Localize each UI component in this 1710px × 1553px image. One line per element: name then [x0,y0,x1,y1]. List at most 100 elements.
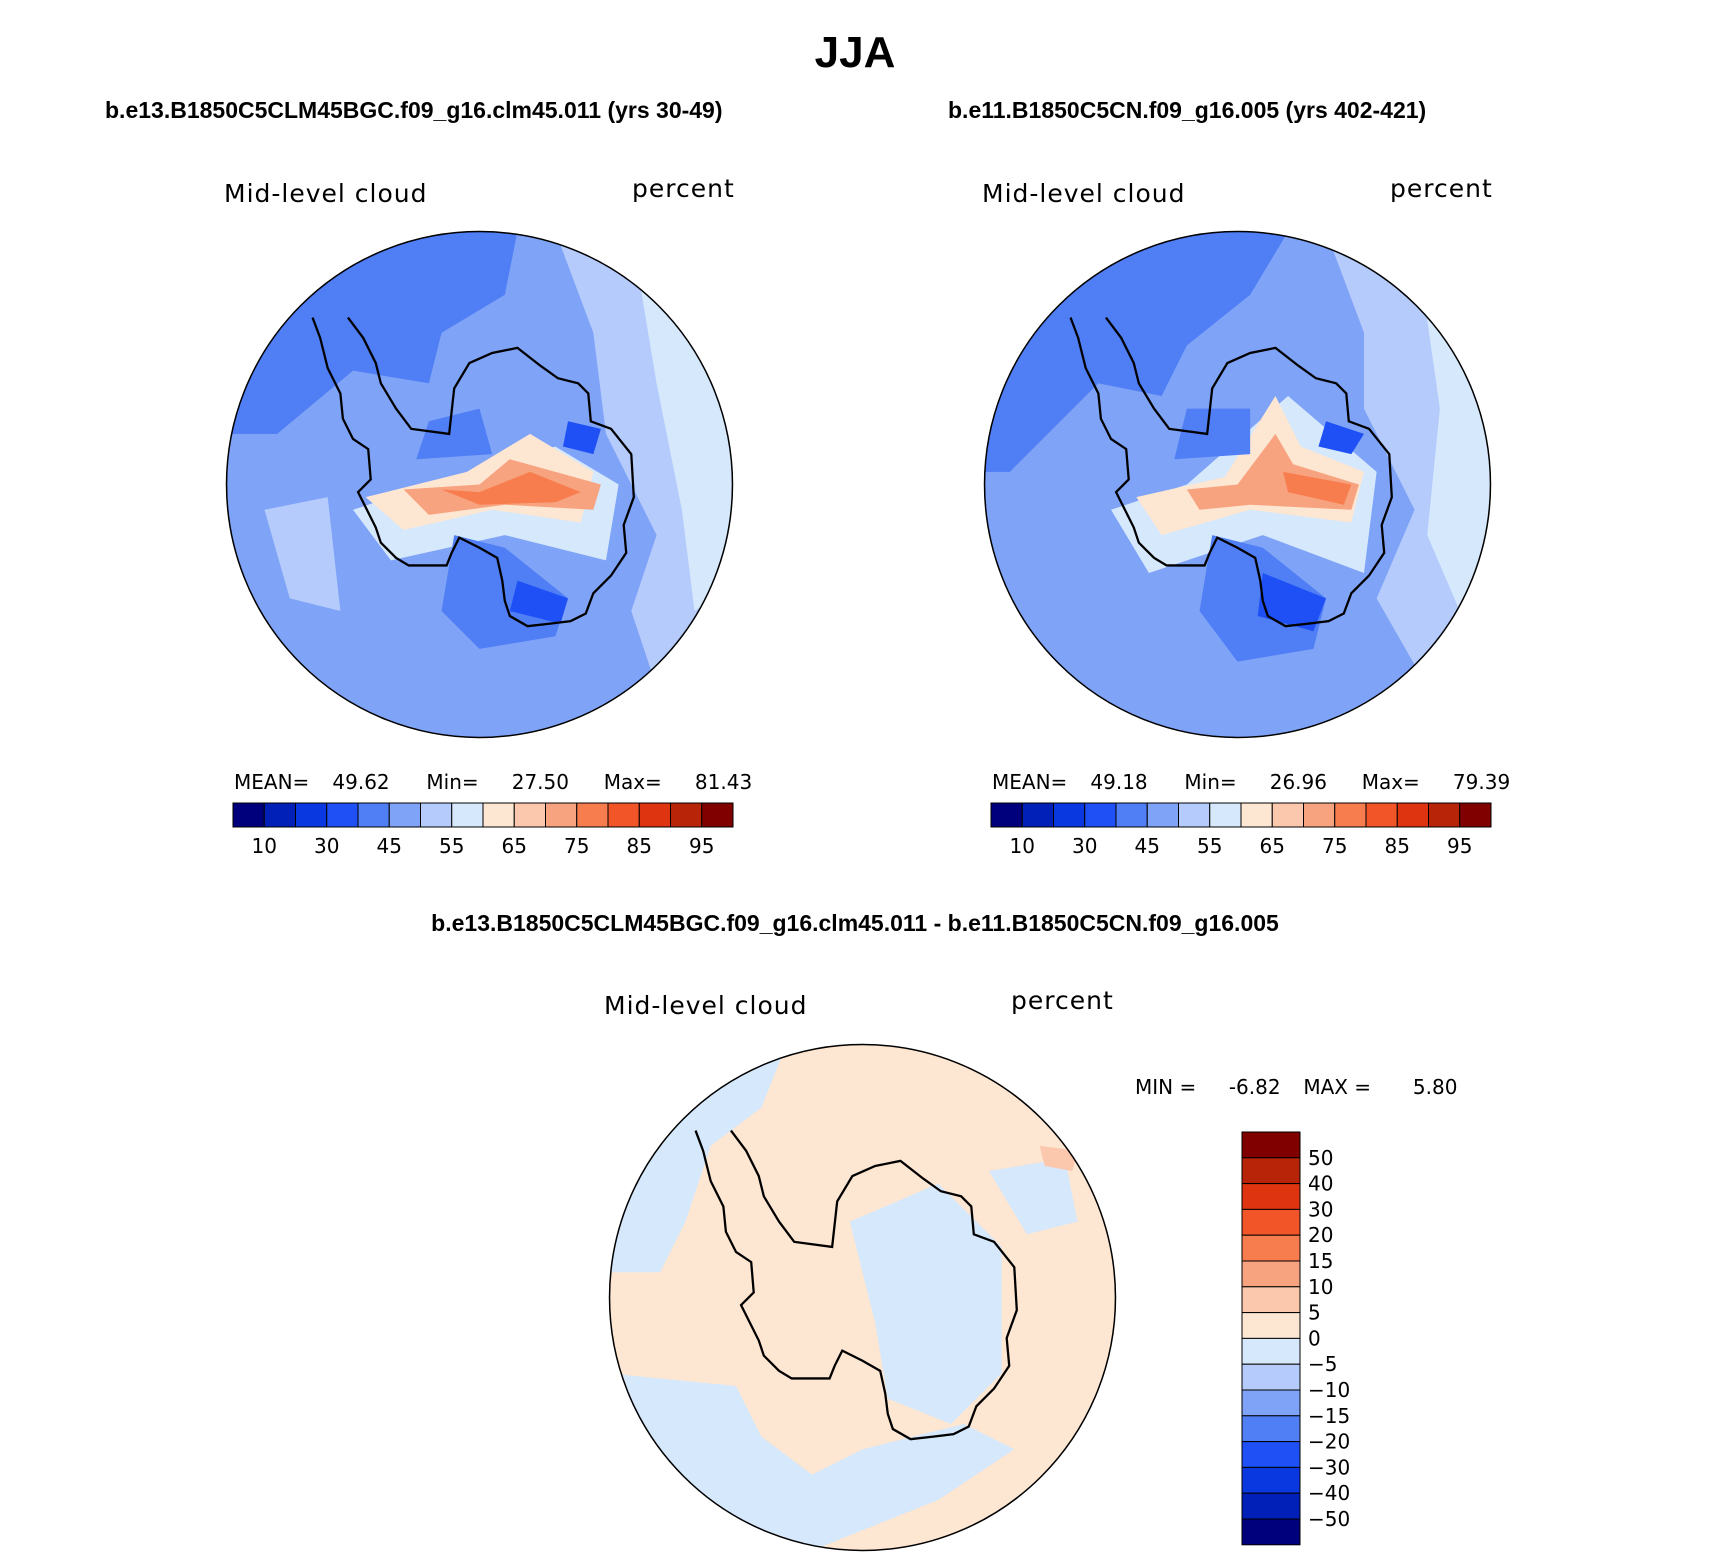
colorbar-tick-label: 45 [1135,834,1160,858]
colorbar-tick-label: −50 [1308,1507,1350,1531]
panel-1-map [224,229,735,740]
min-value: -6.82 [1228,1075,1281,1099]
colorbar-tick-label: −30 [1308,1455,1350,1479]
colorbar-swatch [1241,1131,1301,1159]
cloud-region [441,471,581,505]
min-label: Min= [426,770,479,794]
panel-2-colorbar: 10 30 45 55 65 75 85 95 [990,802,1492,858]
panel-2-title: b.e11.B1850C5CN.f09_g16.005 (yrs 402-421… [948,97,1427,123]
colorbar-swatch [1241,1312,1301,1339]
colorbar-tick-label: 30 [314,834,339,858]
cloud-region [562,421,601,455]
colorbar-tick-label: 5 [1308,1301,1321,1325]
colorbar-swatch [263,802,296,828]
colorbar-swatch [670,802,703,828]
colorbar-swatch [357,802,390,828]
colorbar-tick-label: 95 [689,834,714,858]
colorbar-tick-label: 75 [564,834,589,858]
colorbar-tick-label: 30 [1072,834,1097,858]
panel-1-variable-label: Mid-level cloud [224,179,428,208]
colorbar-tick-label: 10 [252,834,277,858]
colorbar-tick-label: 75 [1322,834,1347,858]
colorbar-swatch [545,802,578,828]
colorbar-tick-label: 85 [1385,834,1410,858]
colorbar-swatch [701,802,734,828]
colorbar-tick-label: 50 [1308,1146,1333,1170]
cloud-region [988,1158,1078,1235]
colorbar-swatch [388,802,421,828]
colorbar-tick-label: 0 [1308,1326,1321,1350]
colorbar-swatch [1053,802,1086,828]
colorbar-tick-label: 95 [1447,834,1472,858]
colorbar-tick-label: 65 [1260,834,1285,858]
panel-1-title: b.e13.B1850C5CLM45BGC.f09_g16.clm45.011 … [105,97,723,123]
colorbar-tick-label: 10 [1308,1275,1333,1299]
panel-2-map [982,229,1493,740]
colorbar-swatch [1334,802,1367,828]
colorbar-swatch [1146,802,1179,828]
colorbar-tick-label: −5 [1308,1352,1337,1376]
colorbar-swatch [1241,1415,1301,1443]
cloud-region [849,1183,1002,1424]
colorbar-swatch [1240,802,1273,828]
colorbar-swatch [1303,802,1336,828]
max-value: 81.43 [694,770,753,794]
min-label: MIN = [1135,1075,1197,1099]
colorbar-swatch [1365,802,1398,828]
cloud-region [1174,408,1251,460]
colorbar-swatch [482,802,515,828]
colorbar-swatch [576,802,609,828]
colorbar-swatch [1396,802,1429,828]
colorbar-swatch [1084,802,1117,828]
colorbar-tick-label: −10 [1308,1378,1350,1402]
panel-2-variable-label: Mid-level cloud [982,179,1186,208]
map-border [983,230,1492,739]
colorbar-swatch [1241,1492,1301,1520]
min-value: 26.96 [1269,770,1327,794]
min-label: Min= [1184,770,1237,794]
colorbar-swatch [1241,1157,1301,1185]
mean-label: MEAN= [234,770,310,794]
cloud-region [509,580,569,624]
colorbar-swatch [1459,802,1492,828]
colorbar-swatch [1115,802,1148,828]
colorbar-tick-label: 55 [439,834,464,858]
panel-3-stats: MIN = -6.82 MAX = 5.80 [1135,1075,1457,1099]
map-border [225,230,734,739]
colorbar-tick-label: 10 [1010,834,1035,858]
colorbar-swatch [1209,802,1242,828]
panel-3-map [607,1042,1118,1553]
colorbar-swatch [1271,802,1304,828]
mean-value: 49.18 [1090,770,1148,794]
colorbar-tick-label: 40 [1308,1172,1333,1196]
colorbar-swatch [1241,1441,1301,1468]
max-value: 79.39 [1452,770,1511,794]
colorbar-swatch [1241,1389,1301,1417]
colorbar-swatch [1241,1260,1301,1288]
colorbar-swatch [1241,1208,1301,1236]
colorbar-tick-label: 85 [627,834,652,858]
cloud-region [1257,573,1327,632]
panel-2-units-label: percent [1390,174,1493,203]
colorbar-swatch [513,802,546,828]
min-value: 27.50 [511,770,569,794]
colorbar-swatch [1241,1234,1301,1262]
page-title: JJA [814,28,896,77]
max-label: MAX = [1303,1075,1372,1099]
colorbar-tick-label: −20 [1308,1430,1350,1454]
panel-1-colorbar: 10 30 45 55 65 75 85 95 [232,802,734,858]
colorbar-tick-label: 55 [1197,834,1222,858]
colorbar-swatch [1178,802,1211,828]
panel-1-stats: MEAN= 49.62 Min= 27.50 Max= 81.43 [234,770,752,794]
panel-3-variable-label: Mid-level cloud [604,991,808,1020]
colorbar-swatch [1241,1466,1301,1494]
colorbar-swatch [1241,1518,1301,1546]
panel-3-units-label: percent [1011,986,1114,1015]
cloud-region [416,408,493,460]
max-label: Max= [1361,770,1420,794]
colorbar-swatch [1428,802,1461,828]
colorbar-tick-label: 15 [1308,1249,1333,1273]
mean-label: MEAN= [992,770,1068,794]
mean-value: 49.62 [332,770,390,794]
colorbar-tick-label: −15 [1308,1404,1350,1428]
